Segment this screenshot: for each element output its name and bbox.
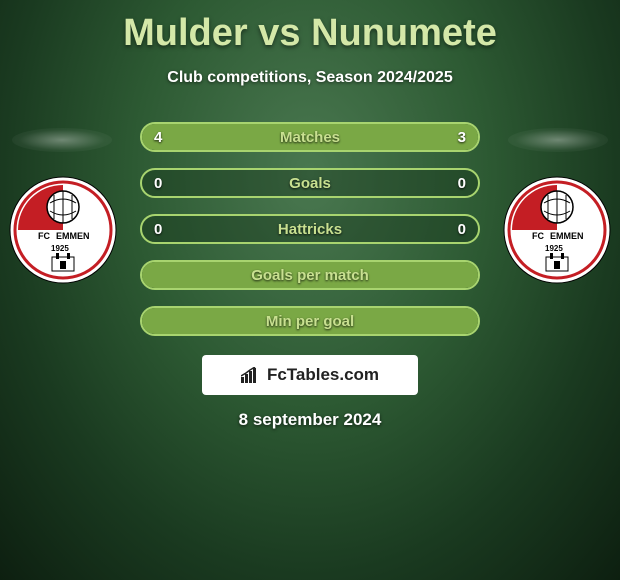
stats-container: 4 Matches 3 0 Goals 0 0 Hattricks 0 Goal…	[140, 122, 480, 352]
stat-value-right: 0	[458, 175, 466, 192]
brand-label: FcTables.com	[267, 365, 379, 385]
stat-value-left: 0	[154, 221, 162, 238]
club-badge-left: FC EMMEN 1925	[8, 175, 118, 285]
stat-row-hattricks: 0 Hattricks 0	[140, 214, 480, 244]
svg-text:FC: FC	[38, 231, 50, 241]
emmen-badge-icon: FC EMMEN 1925	[8, 175, 118, 285]
stat-row-mpg: Min per goal	[140, 306, 480, 336]
page-title: Mulder vs Nunumete	[0, 0, 620, 55]
stat-fill-right	[334, 124, 478, 150]
club-badge-right: FC EMMEN 1925	[502, 175, 612, 285]
player-shadow-right	[508, 128, 608, 152]
stat-value-left: 0	[154, 175, 162, 192]
stat-value-left: 4	[154, 129, 162, 146]
subtitle: Club competitions, Season 2024/2025	[0, 69, 620, 87]
svg-text:1925: 1925	[51, 244, 69, 253]
stat-label: Hattricks	[278, 221, 342, 238]
stat-row-matches: 4 Matches 3	[140, 122, 480, 152]
stat-label: Matches	[280, 129, 340, 146]
brand-box[interactable]: FcTables.com	[202, 355, 418, 395]
svg-text:1925: 1925	[545, 244, 563, 253]
date-text: 8 september 2024	[0, 410, 620, 430]
chart-icon	[241, 367, 261, 383]
svg-text:EMMEN: EMMEN	[56, 231, 90, 241]
stat-row-goals: 0 Goals 0	[140, 168, 480, 198]
stat-value-right: 0	[458, 221, 466, 238]
svg-text:FC: FC	[532, 231, 544, 241]
stat-label: Goals	[289, 175, 331, 192]
svg-text:EMMEN: EMMEN	[550, 231, 584, 241]
player-shadow-left	[12, 128, 112, 152]
stat-row-gpm: Goals per match	[140, 260, 480, 290]
stat-label: Min per goal	[266, 313, 354, 330]
stat-value-right: 3	[458, 129, 466, 146]
stat-label: Goals per match	[251, 267, 369, 284]
emmen-badge-icon: FC EMMEN 1925	[502, 175, 612, 285]
